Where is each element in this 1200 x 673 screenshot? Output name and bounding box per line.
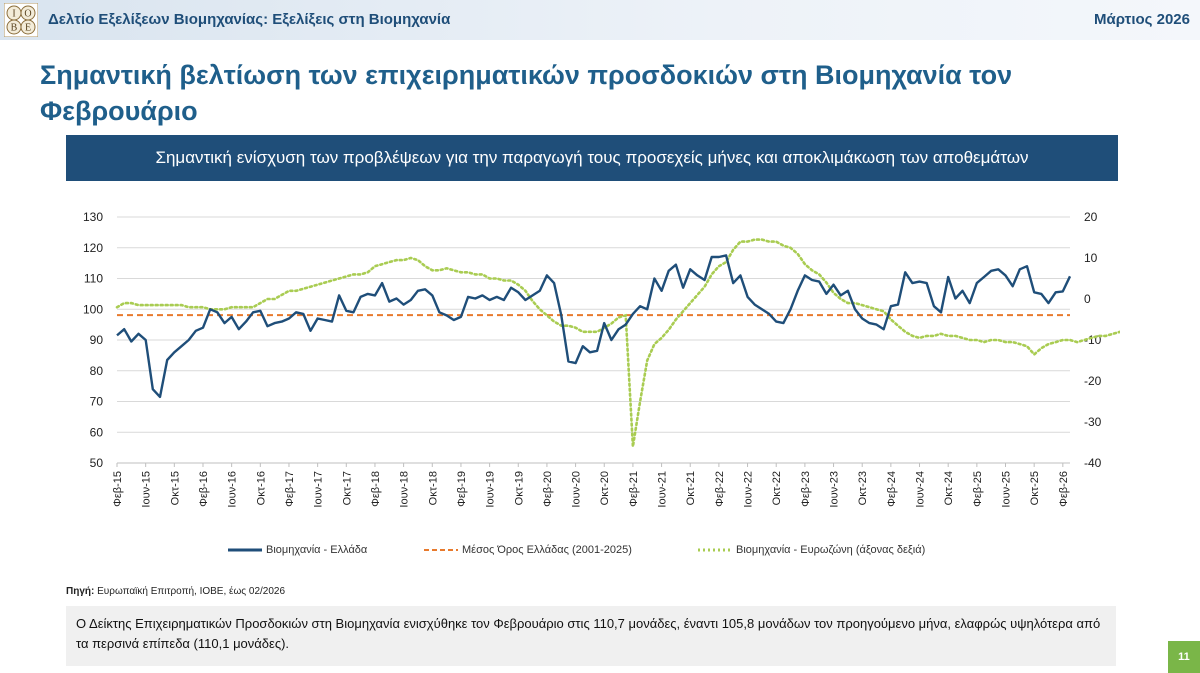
series-line-eurozone — [115, 238, 1120, 447]
y-left-tick-label: 80 — [90, 364, 104, 378]
x-tick-label: Οκτ-18 — [427, 471, 439, 505]
x-tick-label: Οκτ-19 — [513, 471, 525, 505]
x-tick-label: Φεβ-25 — [972, 471, 984, 507]
x-tick-label: Οκτ-25 — [1029, 471, 1041, 505]
y-left-tick-label: 50 — [90, 456, 104, 470]
bulletin-title: Δελτίο Εξελίξεων Βιομηχανίας: Εξελίξεις … — [48, 11, 451, 28]
x-tick-label: Ιουν-16 — [227, 471, 239, 508]
x-tick-label: Φεβ-20 — [542, 471, 554, 507]
legend-label-average: Μέσος Όρος Ελλάδας (2001-2025) — [462, 544, 632, 556]
x-tick-label: Ιουν-19 — [485, 471, 497, 508]
y-left-tick-label: 90 — [90, 333, 104, 347]
x-tick-label: Ιουν-18 — [399, 471, 411, 508]
x-tick-label: Ιουν-15 — [141, 471, 153, 508]
legend-dashed-line-icon — [424, 549, 458, 551]
x-tick-label: Οκτ-15 — [169, 471, 181, 505]
y-left-tick-label: 130 — [83, 210, 103, 224]
x-tick-label: Ιουν-24 — [915, 471, 927, 508]
x-tick-label: Οκτ-21 — [685, 471, 697, 505]
x-tick-label: Οκτ-17 — [341, 471, 353, 505]
page-headline: Σημαντική βελτίωση των επιχειρηματικών π… — [40, 60, 1013, 126]
y-right-tick-label: -30 — [1084, 415, 1102, 429]
x-tick-label: Οκτ-24 — [943, 471, 955, 505]
legend-dotted-line-icon — [698, 548, 732, 552]
x-tick-label: Ιουν-20 — [571, 471, 583, 508]
series-line-greece — [116, 254, 1072, 399]
commentary-box: Ο Δείκτης Επιχειρηματικών Προσδοκιών στη… — [66, 606, 1116, 666]
y-left-tick-label: 120 — [83, 241, 103, 255]
x-tick-label: Φεβ-19 — [456, 471, 468, 507]
x-tick-label: Οκτ-23 — [857, 471, 869, 505]
legend-label-eurozone: Βιομηχανία - Ευρωζώνη (άξονας δεξιά) — [736, 544, 926, 556]
legend-solid-line-icon — [228, 548, 262, 552]
x-tick-label: Φεβ-24 — [886, 471, 898, 507]
x-tick-label: Ιουν-17 — [313, 471, 325, 508]
y-left-tick-label: 110 — [84, 272, 103, 286]
y-right-tick-label: -20 — [1084, 374, 1102, 388]
y-right-tick-label: 0 — [1084, 292, 1091, 306]
y-left-tick-label: 100 — [83, 302, 103, 316]
source-text: Ευρωπαϊκή Επιτροπή, ΙΟΒΕ, έως 02/2026 — [94, 586, 286, 597]
x-tick-label: Οκτ-16 — [255, 471, 267, 505]
x-tick-label: Ιουν-21 — [657, 471, 669, 508]
bulletin-date: Μάρτιος 2026 — [1094, 11, 1190, 28]
source-label: Πηγή: — [66, 586, 95, 597]
y-left-tick-label: 60 — [90, 425, 104, 439]
x-tick-label: Φεβ-22 — [714, 471, 726, 507]
x-tick-label: Φεβ-18 — [370, 471, 382, 507]
legend-label-greece: Βιομηχανία - Ελλάδα — [266, 544, 368, 556]
x-tick-label: Φεβ-26 — [1058, 471, 1070, 507]
x-tick-label: Φεβ-21 — [628, 471, 640, 507]
x-tick-label: Ιουν-22 — [743, 471, 755, 508]
x-tick-label: Φεβ-17 — [284, 471, 296, 507]
x-tick-label: Οκτ-20 — [599, 471, 611, 505]
x-tick-label: Οκτ-22 — [771, 471, 783, 505]
y-right-tick-label: -40 — [1084, 456, 1102, 470]
y-right-tick-label: 10 — [1084, 251, 1098, 265]
x-tick-label: Ιουν-25 — [1001, 471, 1013, 508]
page-number-badge: 11 — [1168, 641, 1200, 673]
x-tick-label: Φεβ-23 — [800, 471, 812, 507]
line-chart: 5060708090100110120130-40-30-20-1001020Φ… — [83, 210, 1120, 508]
x-tick-label: Φεβ-15 — [112, 471, 124, 507]
chart-banner: Σημαντική ενίσχυση των προβλέψεων για τη… — [66, 135, 1118, 181]
x-tick-label: Ιουν-23 — [829, 471, 841, 508]
x-tick-label: Φεβ-16 — [198, 471, 210, 507]
y-left-tick-label: 70 — [90, 395, 104, 409]
source-note: Πηγή: Ευρωπαϊκή Επιτροπή, ΙΟΒΕ, έως 02/2… — [66, 586, 285, 597]
y-right-tick-label: 20 — [1084, 210, 1098, 224]
